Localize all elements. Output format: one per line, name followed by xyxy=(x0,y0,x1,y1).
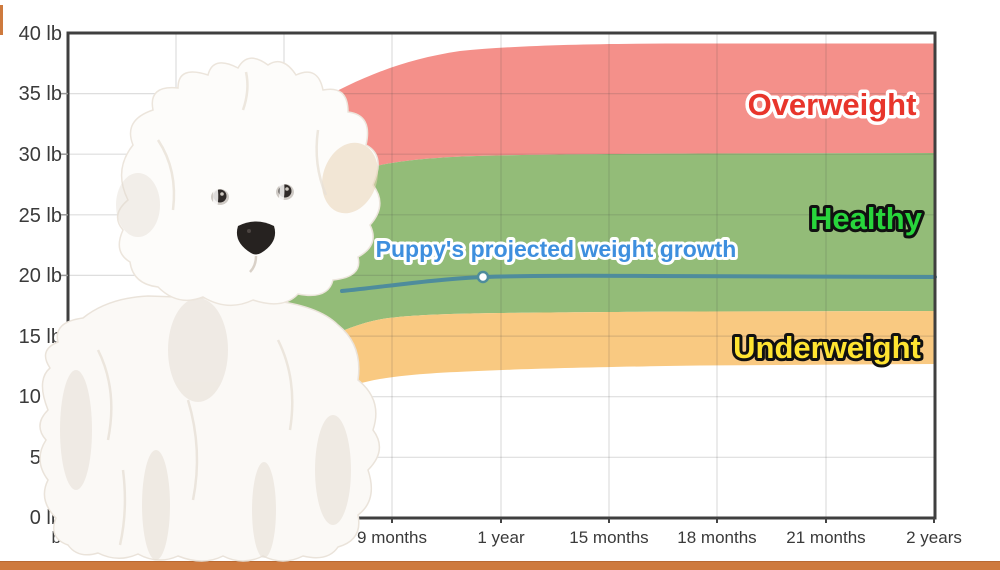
puppy-head xyxy=(116,57,381,306)
zone-label-underweight: Underweight xyxy=(733,330,921,365)
puppy-nose xyxy=(236,221,276,255)
ear-tint-left xyxy=(116,173,160,237)
fur-texture xyxy=(96,71,328,546)
nose-highlight xyxy=(247,229,251,233)
data-point-marker[interactable] xyxy=(476,270,490,284)
x-axis-label: 1 year xyxy=(477,528,525,547)
x-axis-label: 9 months xyxy=(357,528,427,547)
zone-label-overweight: Overweight xyxy=(748,87,917,122)
x-axis-label: 2 years xyxy=(906,528,962,547)
y-axis-label: 30 lb xyxy=(19,144,62,166)
puppy-mouth xyxy=(249,255,258,273)
accent-bar xyxy=(0,561,1000,570)
puppy-eyes xyxy=(210,173,294,211)
chart-title: Puppy's projected weight growth xyxy=(376,236,737,262)
puppy-photo xyxy=(39,57,381,562)
fur-shading xyxy=(60,298,351,560)
x-axis-label: 21 months xyxy=(786,528,865,547)
y-axis-label: 15 lb xyxy=(19,326,62,348)
x-axis-label: 18 months xyxy=(677,528,756,547)
y-axis-label: 35 lb xyxy=(19,83,62,105)
zone-label-healthy: Healthy xyxy=(810,201,923,236)
x-axis-label: 15 months xyxy=(569,528,648,547)
y-axis-label: 25 lb xyxy=(19,205,62,227)
y-axis-label: 20 lb xyxy=(19,265,62,287)
accent-dash xyxy=(0,5,3,35)
y-axis-label: 40 lb xyxy=(19,23,62,45)
ear-tint-right xyxy=(322,142,378,214)
